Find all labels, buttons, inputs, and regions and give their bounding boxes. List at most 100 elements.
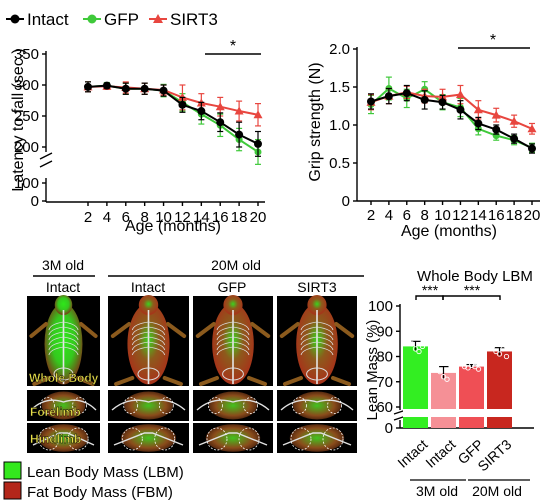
- grip-point: [528, 144, 536, 153]
- grip-ytick-label: 1.5: [329, 79, 350, 96]
- grip-series-gfp: [367, 76, 536, 153]
- grip-xtick-label: 18: [506, 207, 523, 224]
- latency-ytick-label: 200: [14, 139, 39, 156]
- scan-panel: [27, 295, 100, 386]
- legend-fbm-swatch: [3, 481, 22, 500]
- lbm-bar-stub: [403, 417, 428, 428]
- grip-point: [402, 89, 411, 98]
- grip-series-sirt3: [366, 84, 537, 135]
- scan-rib: [300, 346, 334, 356]
- bottom-legend: Lean Body Mass (LBM) Fat Body Mass (FBM): [3, 461, 184, 501]
- grip-ytick-label: 2.0: [329, 41, 350, 58]
- scan-rib: [48, 346, 79, 356]
- lbm-bar-chart: Whole Body LBM Lean Mass (%) 3M old 20M …: [364, 268, 534, 499]
- scan-pelvis: [306, 367, 328, 381]
- lbm-datapoint: [496, 351, 503, 357]
- scan-rib: [216, 321, 250, 331]
- lbm-bar-gap: [403, 409, 428, 417]
- grip-point: [456, 105, 465, 114]
- scan-limbs: [29, 322, 98, 386]
- scan-panel: [277, 295, 357, 386]
- scan-rib: [48, 336, 79, 346]
- latency-xtick-label: 2: [84, 209, 92, 226]
- top-legend: Intact GFP SIRT3: [6, 10, 218, 29]
- scan-forelimb-body: [124, 391, 173, 420]
- lbm-bar-gap: [459, 409, 484, 417]
- scan-rib: [131, 321, 166, 331]
- scan-rib: [300, 331, 334, 341]
- column-label-gfp: GFP: [218, 279, 247, 295]
- scan-images: [27, 295, 357, 453]
- lbm-group-20m: 20M old: [472, 483, 522, 499]
- legend-lbm-swatch: [3, 461, 22, 480]
- scan-roi: [291, 397, 307, 414]
- latency-xlabel: Age (months): [125, 218, 221, 235]
- legend-gfp: GFP: [104, 10, 139, 29]
- latency-xtick-label: 8: [140, 209, 148, 226]
- lbm-group-3m: 3M old: [416, 483, 458, 499]
- latency-point: [84, 82, 92, 91]
- scan-rib: [48, 331, 79, 341]
- lbm-bar-stub: [487, 417, 512, 428]
- scan-panel: [193, 423, 273, 453]
- scan-panel: [108, 390, 189, 421]
- lbm-ytick-label: 60: [376, 399, 393, 416]
- lbm-datapoint: [416, 348, 422, 355]
- grip-xtick-label: 14: [470, 207, 487, 224]
- grip-point: [491, 110, 501, 119]
- scan-rib: [48, 321, 79, 331]
- grip-xtick-label: 20: [524, 207, 541, 224]
- grip-point: [438, 98, 447, 107]
- lbm-significance-label: ***: [464, 282, 481, 298]
- scan-roi: [327, 397, 343, 414]
- scan-panel: [193, 390, 273, 421]
- lbm-bar-gap: [487, 409, 512, 417]
- latency-significance: *: [230, 38, 236, 55]
- lbm-bar-group: GFP: [454, 362, 486, 467]
- grip-xtick-label: 2: [367, 207, 375, 224]
- latency-series-intact: [84, 81, 262, 157]
- lbm-bar-stub: [459, 417, 484, 428]
- group-label-3m: 3M old: [42, 257, 84, 273]
- scan-forelimb-body: [293, 391, 341, 420]
- scan-panel: [108, 423, 189, 453]
- latency-xtick-label: 4: [103, 209, 111, 226]
- lbm-significance-bracket: [442, 295, 501, 300]
- lbm-ytick-label: 100: [368, 298, 393, 315]
- grip-xtick-label: 8: [420, 207, 428, 224]
- lbm-bar: [487, 351, 512, 409]
- latency-point: [178, 100, 187, 109]
- grip-xtick-label: 16: [488, 207, 505, 224]
- lbm-bar: [459, 366, 484, 409]
- legend-fbm-label: Fat Body Mass (FBM): [27, 484, 173, 501]
- scan-panel: [277, 423, 357, 453]
- scan-roi: [206, 427, 228, 451]
- scan-roi: [238, 427, 260, 451]
- scan-roi: [121, 427, 143, 451]
- scan-rib: [300, 336, 334, 346]
- scan-limbs: [110, 322, 187, 386]
- scan-hindlimb-body: [289, 424, 345, 452]
- lbm-datapoint: [444, 376, 450, 382]
- latency-ytick-label: 250: [14, 108, 39, 125]
- latency-series-sirt3: [83, 81, 263, 127]
- scan-rib: [216, 331, 250, 341]
- lbm-datapoint: [405, 338, 412, 344]
- lbm-datapoint: [489, 343, 496, 350]
- grip-xtick-label: 6: [403, 207, 411, 224]
- lbm-datapoint: [503, 353, 510, 360]
- grip-xtick-label: 4: [385, 207, 393, 224]
- scan-roi: [207, 397, 223, 414]
- scan-panel: [27, 390, 100, 421]
- latency-xtick-label: 14: [193, 209, 210, 226]
- grip-xlabel: Age (months): [401, 223, 497, 240]
- latency-axis-break: [39, 152, 53, 168]
- scan-hindlimb-bone: [113, 432, 184, 446]
- latency-ytick-label: 100: [14, 175, 39, 192]
- scan-rib: [216, 341, 250, 351]
- scan-rib: [131, 326, 166, 336]
- grip-point: [384, 92, 393, 101]
- scan-rib: [48, 326, 79, 336]
- scan-head: [223, 295, 243, 315]
- latency-line: [87, 85, 259, 116]
